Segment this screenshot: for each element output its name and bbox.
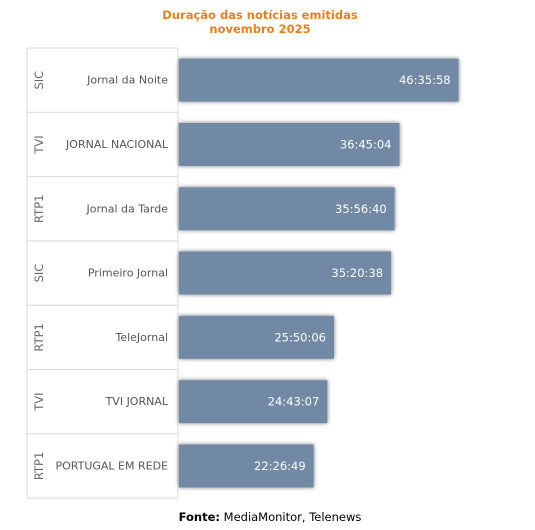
program-label: Primeiro Jornal — [88, 267, 168, 280]
channel-label: TVI — [32, 393, 46, 412]
data-label: 35:20:38 — [331, 266, 383, 280]
bar — [179, 380, 328, 424]
bar — [179, 58, 459, 102]
program-label: TeleJornal — [114, 331, 168, 344]
channel-label: TVI — [32, 135, 46, 154]
data-label: 36:45:04 — [340, 137, 392, 151]
source-text: MediaMonitor, Telenews — [223, 510, 362, 524]
bar — [179, 315, 335, 359]
channel-label: SIC — [32, 71, 46, 90]
chart-title-line1: Duração das notícias emitidas — [162, 8, 358, 22]
channel-label: RTP1 — [32, 195, 46, 223]
bar — [179, 251, 392, 295]
bar — [179, 444, 314, 488]
program-label: JORNAL NACIONAL — [65, 138, 169, 151]
chart-title-line2: novembro 2025 — [209, 22, 311, 36]
program-label: Jornal da Tarde — [85, 202, 168, 215]
program-label: Jornal da Noite — [86, 74, 168, 87]
channel-label: SIC — [32, 264, 46, 283]
data-label: 35:56:40 — [335, 202, 387, 216]
category-labels: SIC Jornal da Noite TVI JORNAL NACIONAL RTP1… — [32, 71, 169, 480]
channel-label: RTP1 — [32, 323, 46, 351]
source-label: Fonte: — [178, 510, 220, 524]
program-label: PORTUGAL EM REDE — [55, 459, 168, 472]
data-label: 25:50:06 — [274, 330, 326, 344]
channel-label: RTP1 — [32, 452, 46, 480]
bar-chart: 46:35:58 36:45:04 35:56:40 35:20:38 25:50:06… — [26, 47, 459, 499]
data-label: 22:26:49 — [254, 459, 306, 473]
bar — [179, 122, 400, 166]
chart-title: Duração das notícias emitidas novembro 2… — [0, 8, 520, 36]
bars: 46:35:58 36:45:04 35:56:40 35:20:38 25:50:06… — [179, 58, 459, 488]
source-note: Fonte: MediaMonitor, Telenews — [0, 510, 535, 524]
category-grid — [26, 47, 179, 499]
bar — [179, 187, 395, 231]
data-label: 46:35:58 — [399, 73, 451, 87]
program-label: TVI JORNAL — [105, 395, 169, 408]
data-label: 24:43:07 — [268, 395, 320, 409]
